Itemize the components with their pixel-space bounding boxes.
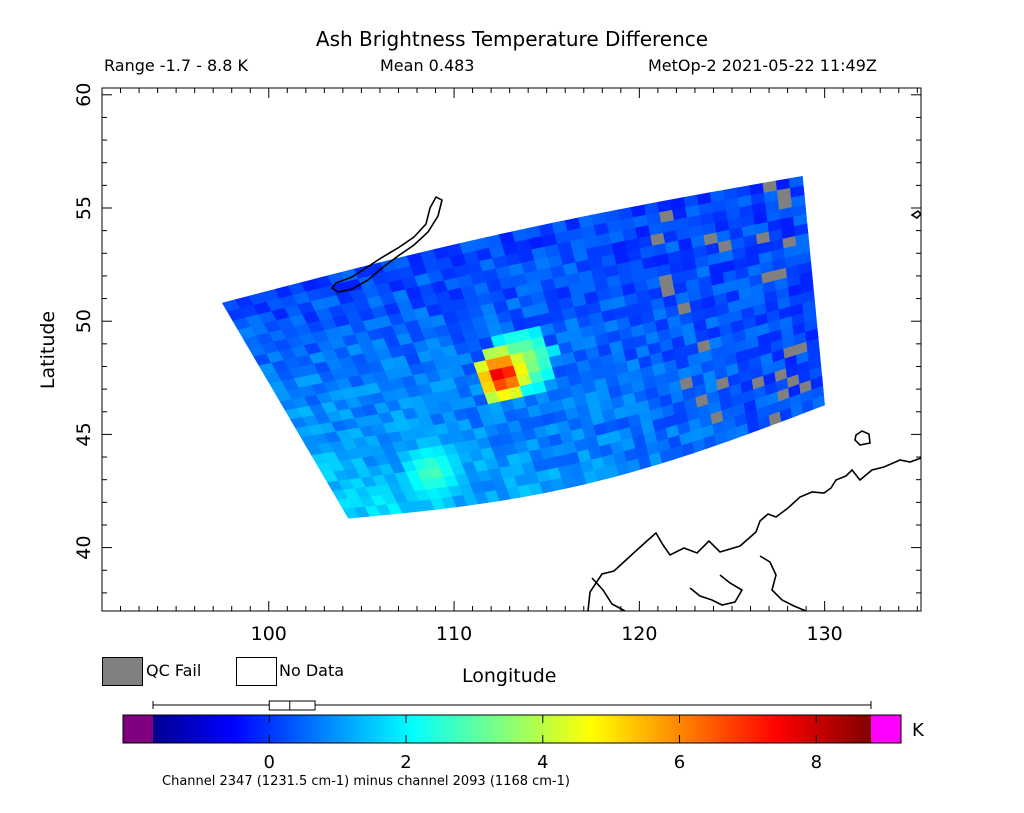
colorbar-tick-label: 8 (811, 752, 822, 773)
coastline-sakhalin (910, 209, 921, 220)
colorbar-tick-label: 4 (537, 752, 548, 773)
satellite-swath (221, 175, 825, 519)
qc-fail-swatch (102, 657, 143, 686)
coastline-islet (854, 430, 871, 446)
satellite-timestamp: MetOp-2 2021-05-22 11:49Z (648, 56, 877, 75)
colorbar-tick-label: 0 (264, 752, 275, 773)
boxplot-box (268, 700, 316, 711)
swath-cell (812, 394, 825, 410)
x-tick-label: 120 (621, 623, 657, 645)
no-data-label: No Data (279, 661, 345, 680)
x-tick-label: 100 (251, 623, 287, 645)
coastline-bay (591, 577, 626, 611)
y-axis-label: Latitude (37, 311, 59, 389)
y-tick-label: 55 (73, 196, 95, 220)
y-tick-label: 40 (73, 536, 95, 560)
colorbar-frame (122, 714, 902, 744)
colorbar-unit: K (912, 720, 924, 741)
colorbar-underflow (123, 715, 153, 743)
colorbar-tick-label: 6 (674, 752, 685, 773)
coastline-peninsula (689, 574, 744, 606)
colorbar-axis: 0 2 4 6 8 (264, 715, 822, 773)
plot-frame (101, 87, 922, 612)
axes: 100 110 120 130 40 45 50 55 60 (73, 83, 921, 645)
y-tick-label: 50 (73, 309, 95, 333)
lake-baikal (330, 195, 443, 293)
y-tick-label: 60 (73, 83, 95, 107)
colorbar-tick-label: 2 (400, 752, 411, 773)
mean-readout: Mean 0.483 (380, 56, 475, 75)
chart-title: Ash Brightness Temperature Difference (315, 27, 709, 51)
coastline-china (587, 457, 921, 611)
x-axis-label: Longitude (462, 665, 557, 687)
x-tick-label: 110 (436, 623, 472, 645)
no-data-swatch (236, 657, 277, 686)
qc-fail-label: QC Fail (146, 661, 202, 680)
colorbar-overflow (871, 715, 901, 743)
range-readout: Range -1.7 - 8.8 K (104, 56, 248, 75)
coastline-korea (759, 555, 807, 611)
y-tick-label: 45 (73, 422, 95, 446)
colorbar (122, 714, 902, 744)
colorbar-gradient (153, 715, 871, 743)
x-tick-label: 130 (807, 623, 843, 645)
distribution-boxplot (152, 700, 872, 711)
channel-footnote: Channel 2347 (1231.5 cm-1) minus channel… (162, 774, 570, 789)
coastlines (330, 195, 921, 611)
